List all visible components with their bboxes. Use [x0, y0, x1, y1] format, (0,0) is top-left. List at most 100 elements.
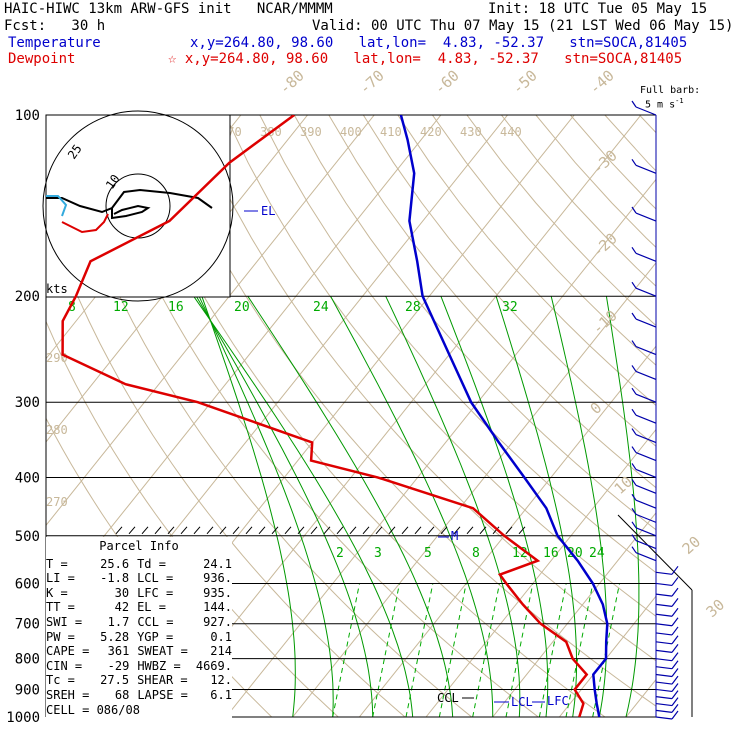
wind-barb: [635, 527, 657, 537]
parcel-cell: 0.1: [210, 629, 232, 644]
mixing-ratio-line: [472, 583, 500, 717]
wind-barb: [635, 164, 657, 174]
parcel-cell: 361: [107, 644, 130, 659]
wind-barb-flag: [631, 312, 637, 320]
hodograph-trace-sfc: [61, 213, 109, 234]
mixing-ratio-label: 28: [405, 300, 421, 315]
wind-barb-flag: [671, 652, 679, 662]
parcel-cell: LAPSE =: [137, 687, 188, 702]
wind-barb: [655, 688, 673, 693]
dewpoint-location-text: x,y=264.80, 98.60 lat,lon= 4.83, -52.37 …: [184, 51, 683, 67]
wind-barb: [635, 433, 657, 444]
moist-adiabat-line: [247, 295, 454, 717]
level-hatch: [141, 526, 149, 535]
parcel-cell: SWI =: [46, 614, 83, 629]
pressure-tick-label: 400: [15, 470, 40, 486]
init-time: Init: 18 UTC Tue 05 May 15: [488, 1, 708, 17]
dry-adiabat-line: [224, 115, 656, 617]
mixing-ratio-label: 16: [543, 546, 559, 561]
level-hatch: [167, 526, 175, 535]
level-hatch: [310, 526, 318, 535]
dry-adiabat-line: [155, 115, 656, 707]
wind-barb: [655, 623, 673, 627]
parcel-cell: SWEAT =: [137, 644, 188, 659]
wind-barb-flag: [671, 710, 679, 720]
parcel-cell: 5.28: [100, 629, 130, 644]
parcel-cell: SHEAR =: [137, 673, 188, 688]
parcel-row: Tc = 27.5 SHEAR = 12.: [46, 673, 232, 688]
moist-adiabat-line: [605, 296, 640, 717]
pressure-tick-label: 1000: [6, 710, 40, 726]
wind-barb-flag: [631, 493, 637, 501]
wind-barb: [655, 696, 673, 700]
dry-adiabat-line: [46, 213, 406, 717]
theta-label: 410: [380, 125, 402, 139]
isotherm-line: [292, 262, 656, 717]
theta-label: 290: [46, 351, 68, 365]
level-hatch: [453, 526, 461, 535]
parcel-cell: 927.: [203, 614, 232, 629]
parcel-row: SREH = 68 LAPSE = 6.1: [46, 688, 232, 703]
wind-barb: [635, 484, 657, 494]
isotherm-line: [158, 115, 642, 717]
parcel-cell: CIN =: [46, 658, 83, 673]
parcel-cell: 144.: [203, 600, 232, 615]
parcel-cell: 68: [114, 687, 130, 702]
mixing-ratio-line: [538, 583, 567, 717]
wind-barb-flag: [671, 607, 679, 617]
wind-barb-flag: [671, 660, 679, 670]
moist-adiabat-line: [495, 296, 577, 717]
parcel-cell: YGP =: [137, 629, 174, 644]
wind-barb-flag: [671, 683, 679, 692]
wind-barbs: [617, 100, 693, 720]
wind-barb-flag: [631, 534, 637, 541]
parcel-row: PW = 5.28 YGP = 0.1: [46, 630, 232, 645]
isotherm-label: -30: [589, 146, 621, 178]
dry-adiabat-line: [86, 115, 539, 717]
isotherm-label: -20: [589, 229, 621, 261]
level-hatch: [401, 526, 409, 535]
mixing-ratio-label: 5: [424, 546, 432, 561]
wind-barb-flag: [631, 508, 637, 515]
pressure-tick-label: 200: [15, 289, 40, 305]
wind-barb: [655, 613, 673, 617]
dry-adiabat-line: [293, 115, 656, 531]
level-hatch: [284, 526, 292, 535]
isotherm-line: [358, 345, 656, 717]
star-icon: ☆: [168, 51, 185, 67]
isotherm-line: [425, 428, 656, 717]
mixing-ratio-line: [372, 583, 400, 717]
isotherm-line: [558, 595, 656, 717]
parcel-cell: 4669.: [195, 658, 232, 673]
isotherm-line: [693, 115, 740, 717]
theta-label: 420: [420, 125, 442, 139]
isotherm-label: 30: [703, 596, 728, 621]
isotherm-label: -10: [589, 306, 621, 338]
wind-barb: [635, 252, 657, 262]
wind-barb-flag: [631, 246, 637, 254]
mixing-ratio-label: 8: [472, 546, 480, 561]
dry-adiabat-line: [259, 115, 656, 574]
pressure-tick-label: 500: [15, 529, 40, 545]
wind-barb-flag: [631, 206, 637, 214]
parcel-cell: SREH =: [46, 687, 90, 702]
barb-scale-label: Full barb:: [640, 85, 701, 96]
parcel-cell: -29: [107, 658, 130, 673]
wind-barb-flag: [631, 546, 637, 554]
pressure-tick-label: 300: [15, 395, 40, 411]
wind-barb: [635, 552, 657, 562]
dry-adiabat-line: [397, 115, 656, 407]
pressure-tick-label: 600: [15, 576, 40, 592]
mixing-ratio-label: 12: [113, 300, 129, 315]
wind-barb-flag: [631, 100, 637, 108]
wind-barb: [635, 452, 657, 462]
wind-barb-flag: [671, 697, 679, 706]
parcel-cell: Td =: [137, 556, 166, 571]
hodograph-ring-label: 25: [65, 142, 85, 162]
parcel-cell: 42: [114, 600, 130, 615]
parcel-cell: TT =: [46, 600, 75, 615]
level-hatch: [466, 526, 474, 535]
isotherm-label: -50: [509, 66, 541, 98]
temperature-legend-label: Temperature: [8, 35, 101, 51]
wind-barb-flag: [671, 598, 679, 607]
